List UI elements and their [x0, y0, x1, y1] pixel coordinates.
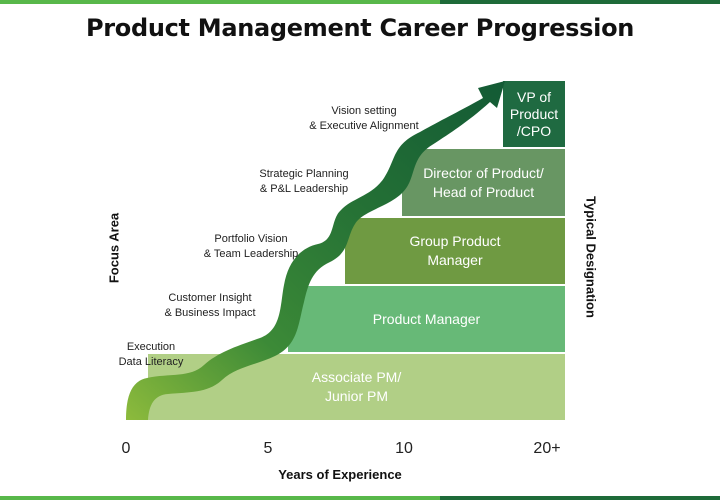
bottom-accent-bar — [0, 496, 720, 500]
page-title: Product Management Career Progression — [85, 14, 635, 42]
step-block-group-pm — [345, 218, 565, 284]
bottom-accent-light — [0, 496, 440, 500]
x-axis-title: Years of Experience — [278, 467, 402, 482]
top-accent-dark — [440, 0, 720, 4]
step-block-director — [402, 149, 565, 216]
x-tick-label: 0 — [121, 440, 131, 457]
focus-area-strategic-planning: Strategic Planning & P&L Leadership — [259, 168, 349, 195]
focus-area-portfolio-vision: Portfolio Vision & Team Leadership — [203, 233, 299, 260]
designation-axis-label: Typical Designation — [583, 196, 599, 318]
focus-area-axis-label: Focus Area — [106, 212, 122, 284]
designation-group-pm: Group Product Manager — [409, 233, 501, 268]
top-accent-light — [0, 0, 440, 4]
focus-area-vision-setting: Vision setting & Executive Alignment — [309, 105, 419, 132]
x-tick-label: 20+ — [533, 440, 561, 457]
step-block-product-manager — [288, 286, 565, 352]
focus-area-execution: Execution Data Literacy — [118, 341, 184, 368]
x-tick-label: 10 — [395, 440, 413, 457]
top-accent-bar — [0, 0, 720, 4]
designation-product-manager: Product Manager — [372, 310, 481, 327]
designation-vp: VP of Product /CPO — [509, 88, 559, 139]
step-block-vp — [503, 81, 565, 147]
designation-associate-pm: Associate PM/ Junior PM — [311, 369, 402, 404]
x-tick-label: 5 — [263, 440, 273, 457]
designation-director: Director of Product/ Head of Product — [423, 164, 544, 200]
bottom-accent-dark — [440, 496, 720, 500]
focus-area-customer-insight: Customer Insight & Business Impact — [164, 292, 256, 319]
growth-arrow — [126, 81, 505, 420]
